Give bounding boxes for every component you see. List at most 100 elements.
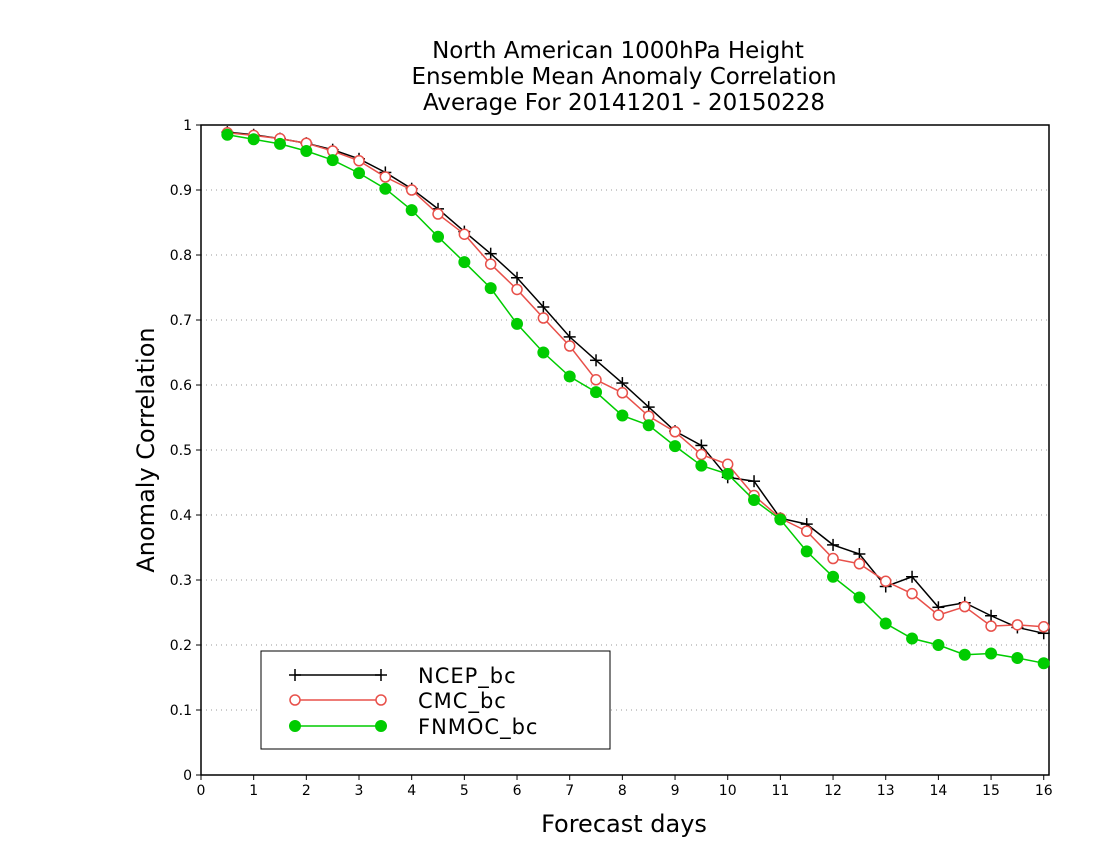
data-point-ncep-bc — [906, 570, 919, 583]
x-tick-label: 4 — [407, 783, 416, 799]
x-tick-label: 10 — [719, 783, 737, 799]
data-point-cmc-bc — [669, 426, 681, 438]
legend-label: FNMOC_bc — [418, 715, 538, 740]
x-tick-label: 6 — [513, 783, 522, 799]
y-tick-label: 0.3 — [170, 573, 192, 589]
data-point-cmc-bc — [879, 575, 892, 588]
series-layer — [221, 126, 1050, 670]
y-tick-label: 0 — [183, 768, 192, 784]
series-cmc-bc — [221, 127, 1050, 633]
y-tick-label: 1 — [183, 118, 192, 134]
x-tick-label: 8 — [618, 783, 627, 799]
data-point-fnmoc-bc — [853, 591, 866, 604]
data-point-fnmoc-bc — [906, 632, 919, 645]
data-point-ncep-bc — [590, 354, 603, 367]
data-point-fnmoc-bc — [405, 204, 418, 217]
data-point-fnmoc-bc — [221, 128, 234, 141]
data-point-fnmoc-bc — [326, 154, 339, 167]
data-point-fnmoc-bc — [958, 648, 971, 661]
data-point-cmc-bc — [985, 620, 997, 632]
data-point-fnmoc-bc — [379, 182, 392, 195]
data-point-fnmoc-bc — [484, 282, 497, 295]
data-point-cmc-bc — [1037, 621, 1050, 633]
data-point-fnmoc-bc — [748, 494, 761, 507]
legend-item-ncep-bc: NCEP_bc — [289, 664, 517, 689]
x-tick-label: 16 — [1035, 783, 1053, 799]
x-axis-label: Forecast days — [541, 810, 707, 838]
y-tick-label: 0.6 — [170, 378, 192, 394]
data-point-fnmoc-bc — [458, 256, 471, 269]
data-point-fnmoc-bc — [590, 386, 603, 399]
x-tick-label: 9 — [671, 783, 680, 799]
data-point-fnmoc-bc — [695, 459, 708, 472]
data-point-fnmoc-bc — [274, 137, 287, 150]
data-point-cmc-bc — [616, 387, 629, 399]
y-tick-label: 0.7 — [170, 313, 192, 329]
data-point-cmc-bc — [563, 340, 576, 352]
data-point-cmc-bc — [405, 184, 418, 196]
x-tick-label: 7 — [565, 783, 574, 799]
data-point-fnmoc-bc — [1037, 657, 1050, 670]
data-point-cmc-bc — [432, 208, 444, 220]
legend-label: CMC_bc — [418, 689, 507, 714]
data-point-fnmoc-bc — [300, 145, 313, 157]
chart-title-line-2: Ensemble Mean Anomaly Correlation — [411, 64, 836, 90]
data-point-ncep-bc — [985, 609, 998, 622]
data-point-cmc-bc — [695, 448, 708, 461]
y-tick-label: 0.5 — [170, 443, 192, 459]
data-point-cmc-bc — [827, 552, 839, 565]
data-point-fnmoc-bc — [1011, 652, 1024, 664]
x-tick-label: 13 — [877, 783, 895, 799]
series-line-cmc-bc — [227, 132, 1044, 628]
data-point-cmc-bc — [853, 558, 866, 570]
y-tick-label: 0.2 — [170, 638, 192, 654]
legend-marker — [375, 694, 387, 706]
data-point-fnmoc-bc — [985, 647, 998, 660]
series-line-ncep-bc — [227, 131, 1044, 635]
data-point-fnmoc-bc — [432, 230, 445, 243]
y-tick-label: 0.4 — [170, 508, 192, 524]
x-tick-label: 5 — [460, 783, 469, 799]
data-point-cmc-bc — [484, 258, 497, 270]
legend-marker — [289, 694, 301, 706]
data-point-cmc-bc — [800, 525, 813, 537]
legend-label: NCEP_bc — [418, 664, 517, 689]
legend-marker — [289, 720, 301, 732]
data-point-ncep-bc — [484, 247, 497, 260]
x-tick-label: 1 — [249, 783, 258, 799]
data-point-fnmoc-bc — [353, 167, 366, 180]
legend-marker — [289, 669, 301, 681]
data-point-fnmoc-bc — [827, 570, 840, 583]
data-point-fnmoc-bc — [721, 468, 734, 481]
data-point-fnmoc-bc — [669, 440, 682, 453]
y-tick-label: 0.8 — [170, 248, 192, 264]
data-point-fnmoc-bc — [616, 409, 629, 422]
legend-marker — [375, 669, 387, 681]
data-point-ncep-bc — [748, 475, 761, 488]
y-tick-label: 0.9 — [170, 183, 192, 199]
data-point-fnmoc-bc — [642, 419, 655, 432]
data-point-cmc-bc — [590, 374, 602, 386]
grid — [201, 189, 1049, 711]
series-fnmoc-bc — [221, 128, 1050, 670]
legend-marker — [375, 720, 387, 732]
data-point-fnmoc-bc — [800, 545, 813, 558]
data-point-ncep-bc — [827, 538, 840, 551]
data-point-cmc-bc — [906, 587, 918, 600]
data-point-fnmoc-bc — [879, 617, 892, 630]
data-point-ncep-bc — [511, 271, 524, 284]
series-ncep-bc — [221, 126, 1050, 640]
x-tick-label: 15 — [982, 783, 1000, 799]
data-point-cmc-bc — [721, 458, 734, 471]
x-tick-label: 3 — [355, 783, 364, 799]
data-point-cmc-bc — [537, 312, 550, 324]
data-point-fnmoc-bc — [932, 639, 945, 651]
x-tick-label: 14 — [929, 783, 947, 799]
data-point-cmc-bc — [458, 228, 471, 240]
x-tick-label: 2 — [302, 783, 311, 799]
data-point-fnmoc-bc — [563, 370, 576, 383]
data-point-fnmoc-bc — [774, 513, 787, 526]
